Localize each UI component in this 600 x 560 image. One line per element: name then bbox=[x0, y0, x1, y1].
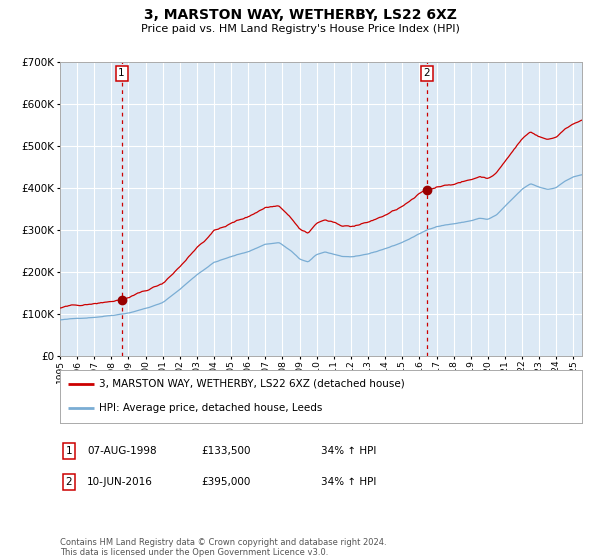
Text: 1: 1 bbox=[65, 446, 73, 456]
Text: 2: 2 bbox=[424, 68, 430, 78]
Text: 3, MARSTON WAY, WETHERBY, LS22 6XZ: 3, MARSTON WAY, WETHERBY, LS22 6XZ bbox=[143, 8, 457, 22]
Text: 34% ↑ HPI: 34% ↑ HPI bbox=[321, 477, 376, 487]
Text: Contains HM Land Registry data © Crown copyright and database right 2024.
This d: Contains HM Land Registry data © Crown c… bbox=[60, 538, 386, 557]
Text: 34% ↑ HPI: 34% ↑ HPI bbox=[321, 446, 376, 456]
Text: 07-AUG-1998: 07-AUG-1998 bbox=[87, 446, 157, 456]
Text: 3, MARSTON WAY, WETHERBY, LS22 6XZ (detached house): 3, MARSTON WAY, WETHERBY, LS22 6XZ (deta… bbox=[99, 379, 405, 389]
Text: 2: 2 bbox=[65, 477, 73, 487]
Text: £133,500: £133,500 bbox=[201, 446, 251, 456]
Text: Price paid vs. HM Land Registry's House Price Index (HPI): Price paid vs. HM Land Registry's House … bbox=[140, 24, 460, 34]
Text: 1: 1 bbox=[118, 68, 125, 78]
Text: 10-JUN-2016: 10-JUN-2016 bbox=[87, 477, 153, 487]
Text: £395,000: £395,000 bbox=[201, 477, 250, 487]
Text: HPI: Average price, detached house, Leeds: HPI: Average price, detached house, Leed… bbox=[99, 403, 323, 413]
